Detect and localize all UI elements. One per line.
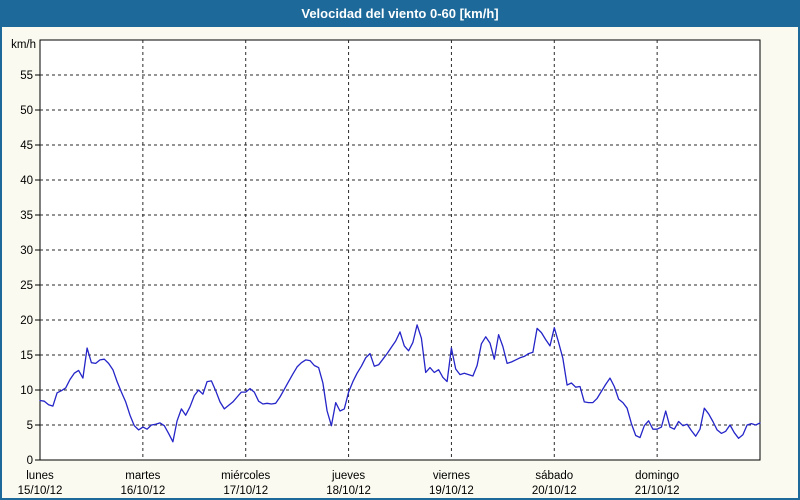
title-bar: Velocidad del viento 0-60 [km/h] (0, 0, 800, 27)
y-tick-label: 20 (20, 315, 33, 327)
day-name-label: domingo (635, 470, 679, 482)
y-axis-unit-label: km/h (11, 39, 36, 51)
y-tick-label: 35 (20, 210, 33, 222)
day-date-label: 15/10/12 (18, 485, 63, 497)
day-date-label: 18/10/12 (326, 485, 371, 497)
day-date-label: 20/10/12 (532, 485, 577, 497)
day-date-label: 19/10/12 (429, 485, 474, 497)
day-name-label: martes (125, 470, 160, 482)
y-tick-label: 25 (20, 280, 33, 292)
day-date-label: 21/10/12 (635, 485, 680, 497)
y-tick-label: 45 (20, 140, 33, 152)
y-tick-label: 15 (20, 350, 33, 362)
day-name-label: viernes (433, 470, 470, 482)
wind-speed-line (39, 324, 761, 443)
y-tick-label: 10 (20, 385, 33, 397)
y-tick-label: 50 (20, 105, 33, 117)
day-name-label: sábado (535, 470, 573, 482)
y-tick-label: 30 (20, 245, 33, 257)
y-tick-label: 0 (27, 455, 33, 467)
day-name-label: jueves (331, 470, 365, 482)
day-date-label: 17/10/12 (223, 485, 268, 497)
y-tick-label: 55 (20, 70, 33, 82)
y-tick-label: 40 (20, 175, 33, 187)
day-name-label: lunes (26, 470, 54, 482)
day-date-label: 16/10/12 (120, 485, 165, 497)
y-tick-label: 5 (27, 420, 33, 432)
chart-title: Velocidad del viento 0-60 [km/h] (301, 6, 499, 21)
day-name-label: miércoles (221, 470, 270, 482)
